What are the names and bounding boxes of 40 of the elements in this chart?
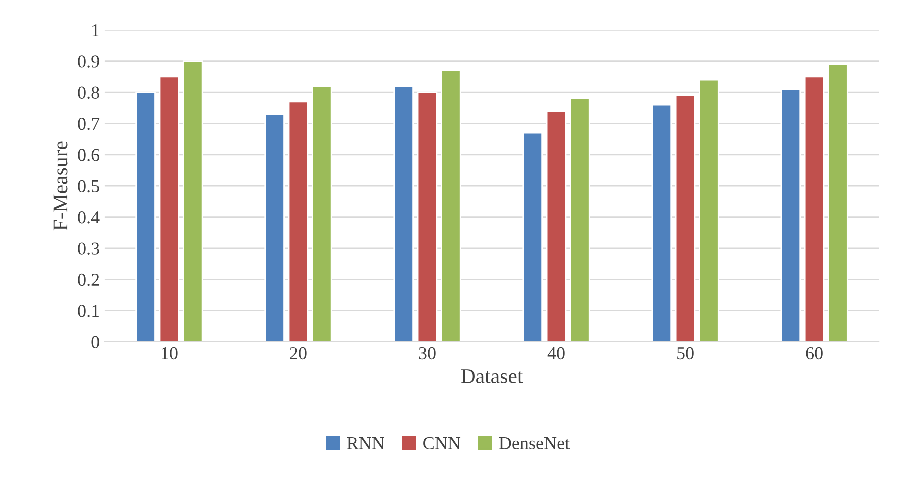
y-tick-label: 0.1 — [78, 305, 100, 318]
bar — [264, 114, 285, 342]
x-tick-label: 20 — [290, 347, 307, 360]
x-tick-label: 40 — [548, 347, 565, 360]
bar — [288, 101, 309, 342]
x-tick-label: 30 — [419, 347, 436, 360]
bar — [804, 76, 825, 342]
y-tick-label: 0.5 — [78, 180, 100, 193]
bar — [312, 86, 332, 342]
bar — [780, 88, 802, 342]
bar — [699, 79, 720, 342]
bar — [136, 92, 156, 342]
bar — [522, 132, 544, 342]
y-tick-label: 0.8 — [78, 86, 100, 100]
bar — [652, 104, 672, 342]
y-tick-label: 0.7 — [78, 118, 100, 130]
bar — [440, 70, 462, 342]
bar — [394, 86, 414, 342]
x-axis-title: Dataset — [461, 370, 524, 384]
legend-label: RNN — [347, 438, 384, 450]
bar — [675, 94, 696, 342]
bar — [182, 60, 204, 342]
y-tick-label: 0.6 — [78, 149, 100, 162]
y-tick-label: 0.2 — [78, 274, 100, 286]
legend-label: CNN — [424, 437, 461, 450]
y-axis-title: F-Measure — [54, 142, 68, 231]
legend-label: DenseNet — [499, 438, 570, 450]
x-tick-label: 60 — [806, 347, 823, 360]
bar — [417, 92, 438, 342]
y-tick-label: 0 — [92, 336, 100, 348]
bar — [570, 98, 590, 342]
y-tick-label: 0.4 — [78, 212, 100, 224]
bar — [828, 64, 848, 342]
bar — [159, 76, 180, 342]
x-tick-label: 10 — [162, 347, 178, 360]
bar — [546, 110, 567, 342]
y-tick-label: 0.9 — [78, 56, 100, 68]
x-tick-label: 50 — [678, 347, 694, 360]
y-tick-label: 0.3 — [78, 242, 100, 255]
y-tick-label: 1 — [92, 24, 100, 36]
